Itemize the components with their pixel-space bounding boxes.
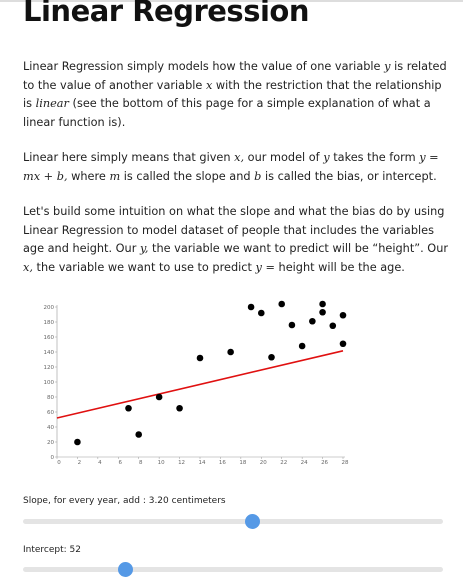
- title: Linear Regression: [23, 0, 309, 28]
- text: Linear here simply means that given: [23, 151, 235, 164]
- text: the variable we want to use to predict: [32, 260, 256, 274]
- point: [319, 300, 326, 308]
- x-tick-label: 18: [239, 460, 246, 466]
- x-tick-label: 10: [158, 460, 165, 466]
- y-tick-label: 40: [47, 425, 54, 431]
- point: [135, 431, 143, 438]
- x-tick-label: 20: [260, 460, 267, 466]
- text: is called the bias, or intercept.: [261, 169, 437, 183]
- text: is related to the value of another varia…: [23, 60, 447, 92]
- y-tick-label: 20: [47, 440, 54, 446]
- point: [339, 311, 347, 319]
- y-tick-label: 100: [44, 380, 55, 386]
- x-tick-label: 0: [57, 460, 61, 466]
- point: [339, 340, 347, 348]
- slope-label: Slope, for every year, add : 3.20 centim…: [23, 496, 226, 506]
- label-unit: centimeters: [168, 496, 226, 506]
- math: b: [254, 169, 262, 183]
- x-tick-label: 16: [219, 460, 226, 466]
- x-tick-label: 12: [178, 460, 185, 466]
- math: x,: [23, 260, 33, 274]
- math: m: [109, 169, 121, 183]
- point: [309, 317, 316, 325]
- y-tick-label: 0: [51, 455, 55, 461]
- x-tick-label: 26: [321, 460, 328, 466]
- math: x,: [234, 151, 245, 164]
- y-tick-label: 180: [44, 320, 55, 326]
- y-tick-label: 120: [44, 365, 55, 371]
- point: [288, 321, 296, 329]
- intercept-label: Intercept: 52: [23, 545, 81, 555]
- label-value: 3.20: [148, 496, 169, 506]
- slider-thumb[interactable]: [245, 514, 260, 529]
- y-tick-label: 140: [44, 350, 55, 356]
- y-tick-label: 200: [44, 305, 55, 311]
- point: [319, 308, 326, 316]
- math: y: [384, 60, 391, 73]
- point: [278, 300, 286, 308]
- math: y =: [255, 260, 275, 274]
- point: [176, 404, 183, 412]
- label-text: Slope, for every year, add :: [23, 496, 149, 506]
- point: [329, 322, 337, 330]
- text: Linear Regression simply models how the …: [23, 60, 385, 73]
- text: height will be the age.: [274, 260, 405, 274]
- paragraph: Let's build some intuition on what the s…: [23, 203, 448, 277]
- math: y = mx + b,: [23, 151, 439, 183]
- point: [155, 393, 163, 401]
- x-tick-label: 28: [342, 460, 349, 466]
- y-tick-label: 60: [47, 410, 54, 416]
- y-tick-label: 160: [44, 335, 55, 341]
- label-value: 52: [69, 545, 81, 555]
- y-tick-label: 80: [47, 395, 54, 401]
- math: y,: [139, 242, 149, 255]
- point: [227, 348, 234, 356]
- intercept-slider[interactable]: [23, 562, 443, 577]
- text: where: [67, 169, 110, 183]
- x-tick-label: 6: [119, 460, 123, 466]
- text: our model of: [244, 151, 324, 164]
- text: Let's build some intuition on what the s…: [23, 205, 445, 255]
- math: linear: [35, 97, 69, 110]
- x-tick-label: 2: [78, 460, 82, 466]
- point: [247, 303, 255, 311]
- paragraph: Linear Regression simply models how the …: [23, 58, 448, 132]
- top-border: [0, 0, 463, 2]
- x-tick-label: 8: [139, 460, 143, 466]
- point: [298, 342, 306, 350]
- text: the variable we want to predict will be …: [148, 242, 449, 255]
- point: [74, 438, 81, 446]
- slider-thumb[interactable]: [118, 562, 133, 577]
- x-tick-label: 24: [301, 460, 308, 466]
- text: with the restriction that the relationsh…: [23, 78, 442, 111]
- text: (see the bottom of this page for a simpl…: [23, 97, 431, 129]
- text: is called the slope and: [120, 169, 255, 183]
- point: [125, 404, 132, 412]
- point: [196, 354, 204, 362]
- label-text: Intercept:: [23, 545, 70, 555]
- math: x: [205, 78, 213, 92]
- x-tick-label: 22: [280, 460, 287, 466]
- x-tick-label: 14: [199, 460, 206, 466]
- paragraph: Linear here simply means that given x, o…: [23, 149, 448, 186]
- text: takes the form: [329, 151, 420, 164]
- point: [268, 353, 275, 361]
- slope-slider[interactable]: [23, 514, 443, 529]
- point: [257, 309, 265, 317]
- math: y: [323, 151, 330, 164]
- regression-line: [56, 350, 344, 419]
- x-tick-label: 4: [98, 460, 102, 466]
